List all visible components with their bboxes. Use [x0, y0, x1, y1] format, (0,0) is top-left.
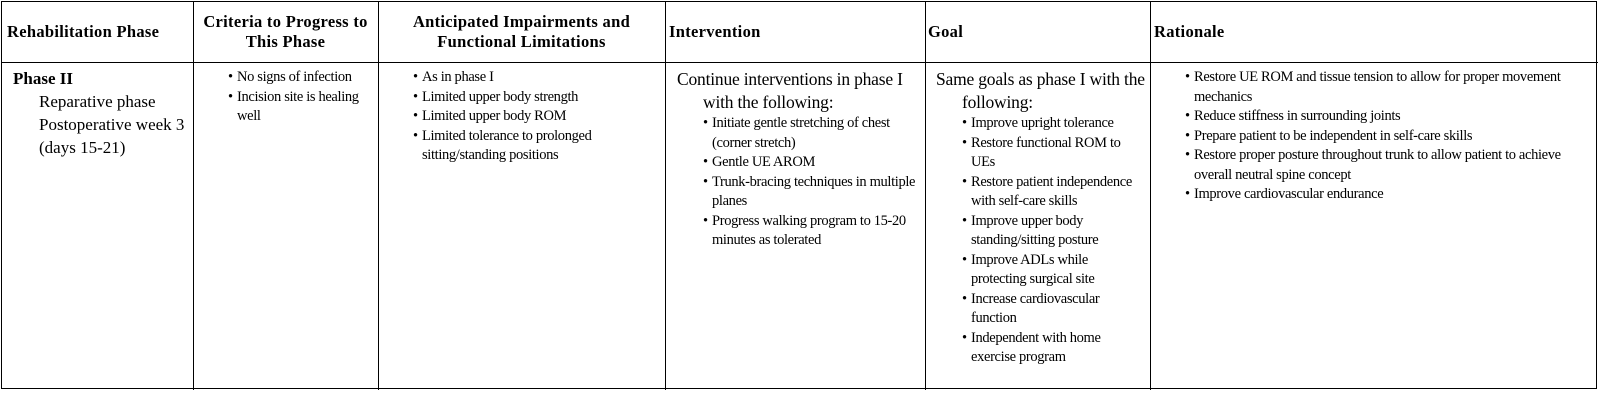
- column-header: Rehabilitation Phase: [7, 22, 160, 41]
- bullet-item: Limited tolerance to prolonged sitting/s…: [413, 127, 653, 166]
- column-divider: [193, 1, 194, 390]
- column-divider: [925, 1, 926, 390]
- column-header: Criteria to Progress to This Phase: [203, 12, 368, 51]
- column-divider: [665, 1, 666, 390]
- table-cell: No signs of infectionIncision site is he…: [193, 68, 378, 127]
- phase-title: Phase II: [13, 69, 73, 88]
- bullet-item: Restore patient independence with self-c…: [962, 173, 1146, 212]
- bullet-item: Reduce stiffness in surrounding joints: [1185, 107, 1562, 127]
- bullet-item: Prepare patient to be independent in sel…: [1185, 127, 1562, 147]
- bullet-item: Incision site is healing well: [228, 88, 372, 127]
- bullet-item: Restore proper posture throughout trunk …: [1185, 146, 1562, 185]
- bullet-item: Improve upright tolerance: [962, 114, 1146, 134]
- bullet-item: Gentle UE AROM: [703, 153, 919, 173]
- phase-detail: Reparative phase: [39, 92, 156, 111]
- cell-intro: Continue interventions in phase I with t…: [677, 69, 903, 112]
- bullet-item: Progress walking program to 15-20 minute…: [703, 212, 919, 251]
- header-divider: [1, 62, 1598, 63]
- bullet-list: Improve upright toleranceRestore functio…: [936, 114, 1146, 368]
- table-cell: Continue interventions in phase I with t…: [665, 68, 925, 251]
- table-border: [1, 1, 1597, 389]
- bullet-item: As in phase I: [413, 68, 653, 88]
- bullet-list: As in phase ILimited upper body strength…: [413, 68, 653, 166]
- bullet-item: Improve upper body standing/sitting post…: [962, 212, 1146, 251]
- bullet-item: Restore functional ROM to UEs: [962, 134, 1146, 173]
- column-header: Intervention: [669, 22, 761, 41]
- bullet-item: Restore UE ROM and tissue tension to all…: [1185, 68, 1562, 107]
- column-header: Goal: [928, 22, 964, 41]
- table-cell: Phase II Reparative phase Postoperative we…: [1, 68, 193, 159]
- bullet-item: Limited upper body ROM: [413, 107, 653, 127]
- column-header: Rationale: [1154, 22, 1225, 41]
- bullet-list: Initiate gentle stretching of chest (cor…: [677, 114, 919, 251]
- cell-intro: Same goals as phase I with the following…: [936, 69, 1145, 112]
- bullet-item: Trunk-bracing techniques in multiple pla…: [703, 173, 919, 212]
- bullet-item: Limited upper body strength: [413, 88, 653, 108]
- bullet-list: Restore UE ROM and tissue tension to all…: [1185, 68, 1562, 205]
- bullet-item: No signs of infection: [228, 68, 372, 88]
- bullet-item: Increase cardiovascular function: [962, 290, 1146, 329]
- bullet-item: Independent with home exercise program: [962, 329, 1146, 368]
- bullet-item: Improve ADLs while protecting surgical s…: [962, 251, 1146, 290]
- table-cell: Same goals as phase I with the following…: [925, 68, 1150, 368]
- phase-detail: Postoperative week 3 (days 15-21): [39, 115, 185, 157]
- bullet-list: No signs of infectionIncision site is he…: [228, 68, 372, 127]
- bullet-item: Improve cardiovascular endurance: [1185, 185, 1562, 205]
- column-divider: [378, 1, 379, 390]
- column-header: Anticipated Impairments and Functional L…: [412, 12, 631, 51]
- column-divider: [1150, 1, 1151, 390]
- table-cell: As in phase ILimited upper body strength…: [378, 68, 665, 166]
- bullet-item: Initiate gentle stretching of chest (cor…: [703, 114, 919, 153]
- table-cell: Restore UE ROM and tissue tension to all…: [1150, 68, 1598, 205]
